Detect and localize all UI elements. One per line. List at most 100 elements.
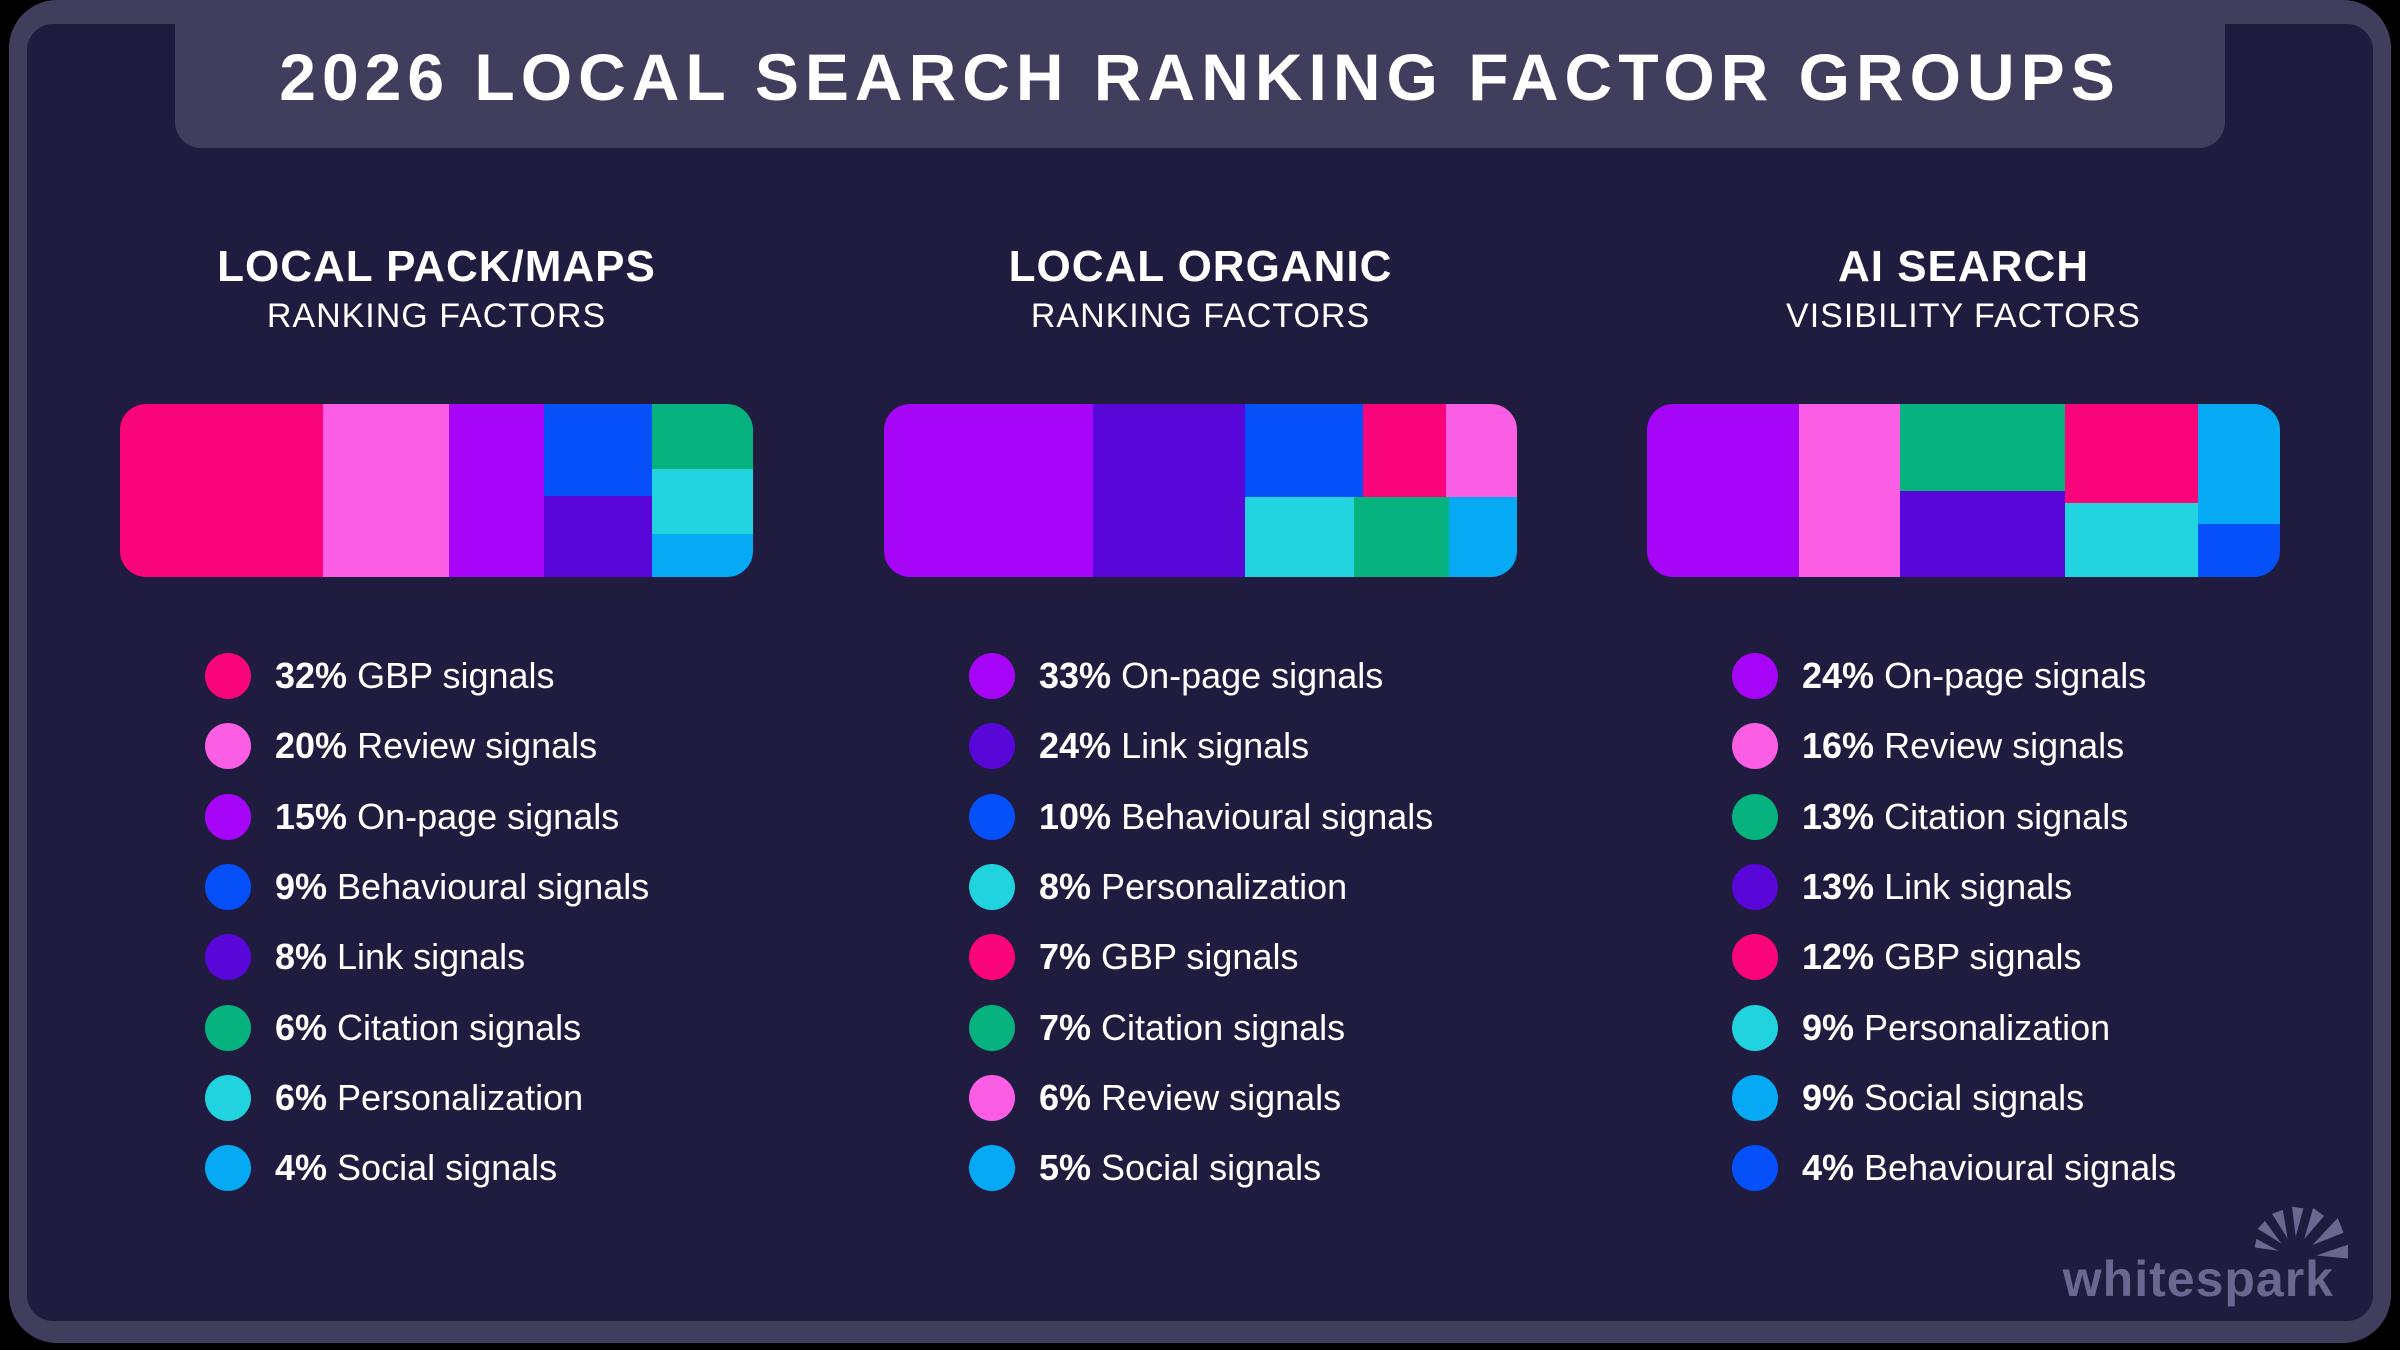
legend-label: 8% Personalization <box>1039 866 1348 908</box>
treemap-cell-behavioural <box>2197 523 2280 577</box>
legend-percent: 6% <box>275 1076 328 1118</box>
legend-item: 7% Citation signals <box>969 992 1517 1062</box>
legend-percent: 16% <box>1802 725 1875 767</box>
treemap-cell-behavioural <box>1244 404 1364 497</box>
legend-percent: 10% <box>1039 795 1112 837</box>
legend-label: 9% Personalization <box>1802 1006 2111 1048</box>
legend-item: 15% On-page signals <box>205 782 753 852</box>
legend-label: 16% Review signals <box>1802 725 2125 767</box>
legend-item: 33% On-page signals <box>969 641 1517 711</box>
legend-percent: 9% <box>1802 1006 1855 1048</box>
legend-bullet <box>205 1145 251 1192</box>
legend-label: 5% Social signals <box>1039 1147 1322 1189</box>
legend-bullet <box>969 864 1015 911</box>
legend-item: 32% GBP signals <box>205 641 753 711</box>
treemap-cell-citation <box>651 404 753 469</box>
legend-bullet <box>205 934 251 981</box>
page-title: 2026 LOCAL SEARCH RANKING FACTOR GROUPS <box>279 40 2121 114</box>
legend-bullet <box>205 653 251 700</box>
legend-item: 7% GBP signals <box>969 922 1517 992</box>
treemap-cell-link <box>544 495 652 577</box>
legend-percent: 13% <box>1802 795 1875 837</box>
legend-bullet <box>1732 1145 1778 1192</box>
column-heading: LOCAL ORGANIC <box>1008 242 1393 291</box>
treemap-cell-gbp <box>1363 404 1446 497</box>
legend-bullet <box>205 793 251 840</box>
factor-column: AI SEARCH VISIBILITY FACTORS 24% On-page… <box>1647 240 2280 1203</box>
legend-item: 8% Link signals <box>205 922 753 992</box>
legend-bullet <box>969 723 1015 770</box>
legend-label: 4% Behavioural signals <box>1802 1147 2177 1189</box>
legend-percent: 13% <box>1802 866 1875 908</box>
legend-item: 6% Personalization <box>205 1063 753 1133</box>
legend-label: 7% Citation signals <box>1039 1006 1346 1048</box>
treemap-cell-link <box>1900 490 2065 577</box>
legend-item: 8% Personalization <box>969 852 1517 922</box>
main-panel <box>27 24 2373 1321</box>
legend-percent: 4% <box>275 1147 328 1189</box>
legend-item: 9% Social signals <box>1732 1063 2280 1133</box>
legend-bullet <box>1732 864 1778 911</box>
legend-label: 6% Citation signals <box>275 1006 582 1048</box>
column-subheading: RANKING FACTORS <box>1030 297 1371 335</box>
factor-column: LOCAL PACK/MAPS RANKING FACTORS 32% GBP … <box>120 240 753 1203</box>
treemap-cell-review <box>1798 404 1901 577</box>
column-heading: AI SEARCH <box>1837 242 2090 291</box>
legend-label: 12% GBP signals <box>1802 936 2082 978</box>
treemap-cell-on_page <box>884 404 1093 577</box>
legend-item: 9% Behavioural signals <box>205 852 753 922</box>
legend-item: 10% Behavioural signals <box>969 782 1517 852</box>
legend-bullet <box>969 653 1015 700</box>
legend-bullet <box>1732 1004 1778 1051</box>
legend-bullet <box>1732 723 1778 770</box>
treemap-cell-social <box>2197 404 2280 524</box>
column-subheading: VISIBILITY FACTORS <box>1786 297 2141 335</box>
treemap-cell-on_page <box>449 404 545 577</box>
legend-percent: 6% <box>1039 1076 1092 1118</box>
treemap-cell-review <box>322 404 450 577</box>
treemap-cell-gbp <box>2064 404 2198 503</box>
column-heading: LOCAL PACK/MAPS <box>217 242 656 291</box>
legend-item: 6% Citation signals <box>205 992 753 1062</box>
treemap-cell-personalization <box>1244 496 1354 577</box>
treemap-cell-citation <box>1353 496 1449 577</box>
legend-label: 13% Citation signals <box>1802 795 2129 837</box>
treemap-cell-social <box>651 533 753 577</box>
legend-label: 10% Behavioural signals <box>1039 795 1434 837</box>
legend: 32% GBP signals 20% Review signals 15% On-… <box>205 641 753 1203</box>
legend-item: 4% Behavioural signals <box>1732 1133 2280 1203</box>
legend-bullet <box>969 934 1015 981</box>
legend-percent: 24% <box>1039 725 1112 767</box>
treemap-cell-behavioural <box>544 404 652 496</box>
legend-bullet <box>1732 653 1778 700</box>
legend-label: 8% Link signals <box>275 936 526 978</box>
legend-item: 20% Review signals <box>205 711 753 781</box>
legend-label: 4% Social signals <box>275 1147 558 1189</box>
legend-bullet <box>969 1004 1015 1051</box>
legend-item: 6% Review signals <box>969 1063 1517 1133</box>
legend-label: 13% Link signals <box>1802 866 2073 908</box>
legend-percent: 9% <box>275 866 328 908</box>
legend-percent: 33% <box>1039 655 1112 697</box>
legend-item: 16% Review signals <box>1732 711 2280 781</box>
legend-label: 9% Behavioural signals <box>275 866 650 908</box>
treemap-chart <box>120 404 753 577</box>
legend-item: 12% GBP signals <box>1732 922 2280 992</box>
treemap-cell-personalization <box>2064 502 2198 577</box>
legend-percent: 24% <box>1802 655 1875 697</box>
legend-bullet <box>205 723 251 770</box>
legend-label: 6% Review signals <box>1039 1076 1342 1118</box>
legend-label: 6% Personalization <box>275 1076 584 1118</box>
legend: 33% On-page signals 24% Link signals 10% B… <box>969 641 1517 1203</box>
legend-item: 24% On-page signals <box>1732 641 2280 711</box>
legend-label: 9% Social signals <box>1802 1076 2085 1118</box>
brand-name: whitespark <box>2062 1251 2334 1307</box>
legend-percent: 8% <box>1039 866 1092 908</box>
legend-bullet <box>205 1074 251 1121</box>
treemap-cell-personalization <box>651 468 753 534</box>
legend-percent: 5% <box>1039 1147 1092 1189</box>
treemap-cell-review <box>1445 404 1517 497</box>
treemap-cell-link <box>1092 404 1245 577</box>
legend-label: 24% Link signals <box>1039 725 1310 767</box>
